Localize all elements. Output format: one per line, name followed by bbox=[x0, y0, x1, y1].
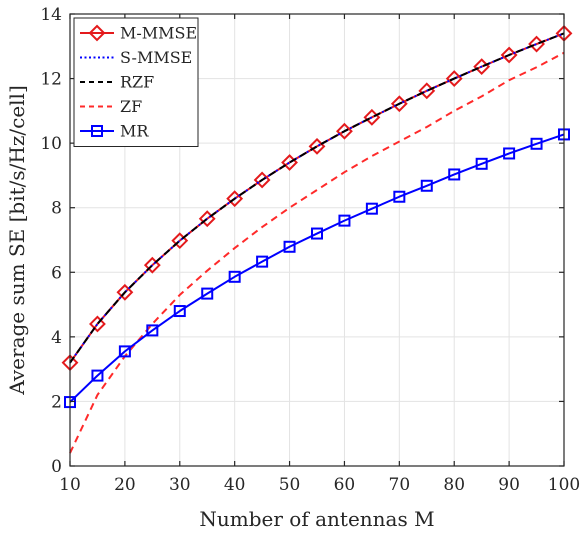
data-point-m-mmse bbox=[336, 122, 353, 140]
data-point-mr bbox=[475, 157, 488, 170]
data-point-m-mmse bbox=[171, 232, 189, 250]
data-point-mr bbox=[420, 179, 433, 192]
data-point-mr bbox=[283, 240, 296, 253]
legend-marker-m-mmse bbox=[88, 24, 106, 42]
series-line-mr bbox=[69, 133, 565, 403]
x-tick-label: 30 bbox=[169, 475, 191, 495]
x-tick-label: 100 bbox=[548, 475, 580, 495]
legend-label-rzf: RZF bbox=[120, 73, 154, 92]
x-tick-label: 90 bbox=[498, 475, 520, 495]
data-point-mr bbox=[530, 137, 543, 150]
x-tick-label: 70 bbox=[389, 475, 411, 495]
y-axis-title: Average sum SE [bit/s/Hz/cell] bbox=[5, 85, 29, 396]
series-line-zf bbox=[69, 51, 565, 454]
data-point-mr bbox=[91, 369, 104, 382]
legend-label-s-mmse: S-MMSE bbox=[120, 48, 192, 67]
data-point-mr bbox=[503, 147, 516, 160]
data-point-mr bbox=[146, 324, 159, 337]
axis-ticks bbox=[69, 13, 565, 467]
y-tick-label: 0 bbox=[51, 457, 62, 477]
x-tick-labels: 10 20 30 40 50 60 70 80 90 100 bbox=[59, 475, 580, 495]
data-point-mr bbox=[173, 305, 186, 318]
x-tick-label: 60 bbox=[334, 475, 356, 495]
series-layer bbox=[61, 24, 573, 454]
data-point-mr bbox=[228, 270, 241, 283]
data-point-m-mmse bbox=[253, 171, 271, 189]
plot-area-border bbox=[69, 13, 565, 467]
series-line-s-mmse bbox=[69, 32, 565, 364]
x-tick-label: 50 bbox=[279, 475, 301, 495]
legend-label-mr: MR bbox=[120, 122, 149, 141]
series-mr bbox=[64, 128, 570, 409]
legend-label-zf: ZF bbox=[120, 97, 142, 116]
series-s-mmse bbox=[69, 32, 565, 364]
data-point-mr bbox=[311, 227, 323, 240]
legend-marker-mr bbox=[91, 125, 103, 137]
y-tick-label: 8 bbox=[51, 199, 62, 219]
y-tick-label: 12 bbox=[40, 70, 62, 90]
legend: M-MMSE S-MMSE RZF ZF MR bbox=[73, 17, 199, 147]
y-tick-label: 4 bbox=[51, 328, 62, 348]
x-tick-label: 10 bbox=[59, 475, 81, 495]
data-point-m-mmse bbox=[116, 283, 134, 301]
data-point-mr bbox=[448, 168, 461, 181]
data-point-m-mmse bbox=[143, 256, 161, 274]
data-point-m-mmse bbox=[445, 70, 463, 87]
data-point-mr bbox=[118, 345, 131, 358]
x-tick-label: 40 bbox=[224, 475, 246, 495]
x-tick-label: 80 bbox=[443, 475, 465, 495]
data-point-mr bbox=[338, 214, 351, 227]
legend-label-m-mmse: M-MMSE bbox=[120, 24, 197, 43]
y-tick-label: 2 bbox=[51, 392, 62, 412]
series-zf bbox=[69, 51, 565, 454]
data-point-mr bbox=[256, 255, 269, 268]
y-tick-label: 14 bbox=[40, 5, 62, 25]
y-tick-label: 6 bbox=[51, 263, 62, 283]
y-tick-labels: 0 2 4 6 8 10 12 14 bbox=[40, 5, 62, 477]
data-point-mr bbox=[201, 287, 214, 300]
x-tick-label: 20 bbox=[114, 475, 136, 495]
data-point-mr bbox=[393, 190, 406, 203]
data-point-m-mmse bbox=[89, 315, 106, 333]
x-axis-title: Number of antennas M bbox=[199, 507, 434, 531]
y-tick-label: 10 bbox=[40, 134, 62, 154]
data-point-mr bbox=[365, 202, 378, 215]
